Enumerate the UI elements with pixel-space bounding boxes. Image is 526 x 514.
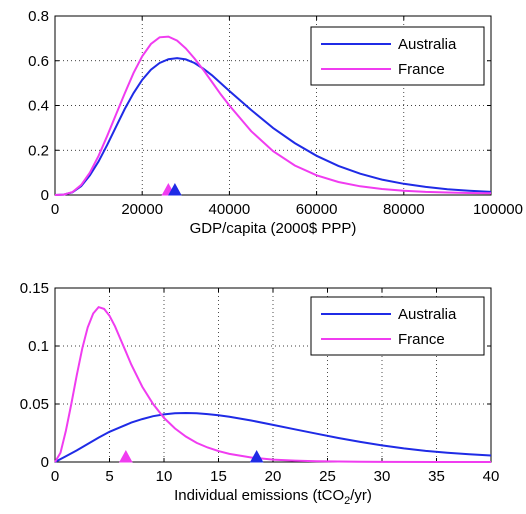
- legend-box: [310, 26, 485, 86]
- marker-australia: [249, 449, 264, 463]
- x-tick-label: 20000: [121, 201, 163, 218]
- y-tick-label: 0.4: [28, 98, 49, 115]
- x-tick-label: 5: [105, 468, 113, 485]
- x-axis-label: Individual emissions (tCO2/yr): [174, 487, 372, 507]
- ticks: 0 5 10 15 20 25 30 35 40 0 0.05 0.1 0.15: [20, 280, 500, 485]
- series-line-australia: [54, 57, 492, 196]
- legend-box: [310, 296, 485, 356]
- y-tick-label: 0.6: [28, 53, 49, 70]
- x-tick-label: 100000: [473, 201, 523, 218]
- x-tick-label: 15: [210, 468, 227, 485]
- series-line-france: [54, 35, 492, 196]
- x-tick-label: 40000: [209, 201, 251, 218]
- legend: Australia France: [310, 26, 485, 86]
- x-tick-label: 35: [428, 468, 445, 485]
- legend-label-australia: Australia: [398, 36, 457, 53]
- x-axis-label: GDP/capita (2000$ PPP): [190, 220, 357, 237]
- legend-label-france: France: [398, 331, 445, 348]
- chart-2: 0 5 10 15 20 25 30 35 40 0 0.05 0.1 0.15 Individual e…: [20, 280, 500, 507]
- x-tick-label: 25: [319, 468, 336, 485]
- x-tick-label: 30: [374, 468, 391, 485]
- x-tick-label: 60000: [296, 201, 338, 218]
- y-tick-label: 0.8: [28, 8, 49, 25]
- marker-australia: [168, 182, 182, 196]
- ticks: 0 20000 40000 60000 80000 100000 0 0.2 0.4 0.6 0.8: [28, 8, 523, 218]
- y-tick-label: 0.15: [20, 280, 49, 297]
- y-tick-label: 0: [41, 454, 49, 471]
- legend-label-france: France: [398, 61, 445, 78]
- x-tick-label: 0: [51, 201, 59, 218]
- legend: Australia France: [310, 296, 485, 356]
- x-tick-label: 80000: [383, 201, 425, 218]
- x-tick-label: 40: [483, 468, 500, 485]
- marker-france: [119, 449, 133, 463]
- x-tick-label: 20: [265, 468, 282, 485]
- series-line-australia: [54, 411, 492, 463]
- x-tick-label: 0: [51, 468, 59, 485]
- y-tick-label: 0.2: [28, 142, 49, 159]
- y-tick-label: 0.1: [28, 338, 49, 355]
- chart-1: 0 20000 40000 60000 80000 100000 0 0.2 0.4 0.6 0.8…: [28, 8, 523, 237]
- x-tick-label: 10: [156, 468, 173, 485]
- y-tick-label: 0: [41, 187, 49, 204]
- legend-label-australia: Australia: [398, 306, 457, 323]
- series-line-france: [54, 305, 491, 463]
- y-tick-label: 0.05: [20, 396, 49, 413]
